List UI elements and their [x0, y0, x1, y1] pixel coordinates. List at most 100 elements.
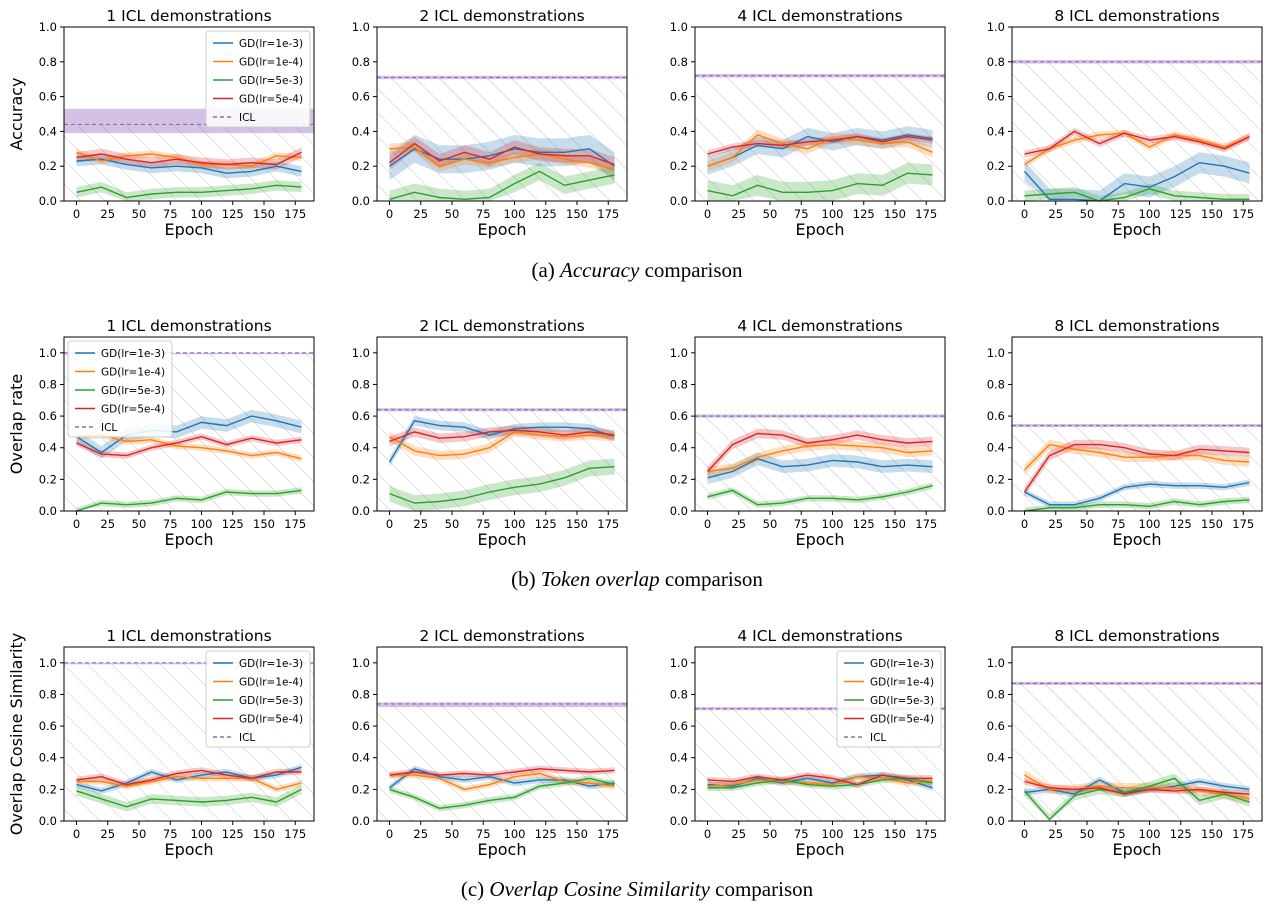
x-tick-label: 150	[566, 517, 588, 531]
y-tick-label: 0.4	[352, 124, 370, 138]
icl-hatch-region	[1012, 683, 1262, 821]
y-tick-label: 1.0	[987, 20, 1005, 34]
x-tick-label: 175	[284, 517, 306, 531]
icl-band	[1012, 681, 1262, 685]
series-line-lr-1e-3	[1023, 161, 1250, 202]
legend-entry: GD(lr=1e-3)	[870, 658, 934, 670]
x-tick-label: 0	[73, 827, 80, 841]
series-line-lr-5e-3	[76, 489, 302, 512]
plot-frame	[376, 336, 628, 512]
caption-label: (b)	[511, 567, 541, 591]
y-tick-label: 0.8	[987, 687, 1005, 701]
x-axis-label: Epoch	[796, 530, 845, 549]
series-band-lr-5e-4	[1024, 127, 1250, 158]
plot-frame	[694, 336, 946, 512]
series-band-lr-5e-3	[707, 775, 933, 791]
plot-frame	[376, 26, 628, 202]
y-tick-label: 0.0	[987, 504, 1005, 518]
x-tick-label: 175	[1232, 207, 1254, 221]
y-tick-label: 0.6	[987, 409, 1005, 423]
y-tick-label: 0.8	[987, 377, 1005, 391]
legend-entry: GD(lr=5e-4)	[101, 404, 165, 416]
series-line-lr-1e-4	[1024, 132, 1250, 166]
series-line-lr-1e-3	[389, 768, 615, 789]
x-tick-label: 75	[1111, 827, 1126, 841]
legend-entry: GD(lr=5e-3)	[870, 695, 934, 707]
caption-suffix: comparison	[639, 258, 743, 282]
x-tick-label: 0	[386, 207, 393, 221]
series-line-lr-5e-4	[707, 135, 933, 155]
series-band-lr-5e-4	[76, 767, 302, 788]
legend-entry: ICL	[239, 112, 255, 124]
x-tick-label: 25	[100, 517, 115, 531]
x-tick-label: 150	[1201, 207, 1223, 221]
y-tick-label: 0.4	[670, 124, 688, 138]
x-tick-label: 25	[1048, 517, 1063, 531]
series-line-lr-1e-3	[707, 134, 933, 167]
x-tick-label: 0	[386, 827, 393, 841]
y-tick-label: 0.2	[352, 782, 370, 796]
x-tick-label: 50	[132, 207, 147, 221]
x-tick-label: 100	[1139, 827, 1161, 841]
series-line-lr-5e-4	[1024, 130, 1250, 155]
legend-entry: GD(lr=1e-3)	[239, 658, 303, 670]
y-tick-label: 0.8	[670, 377, 688, 391]
x-tick-label: 125	[535, 207, 557, 221]
series-band-lr-5e-4	[389, 425, 615, 447]
y-tick-label: 0.0	[670, 194, 688, 208]
series-band-lr-1e-4	[707, 439, 933, 477]
caption-suffix: comparison	[710, 877, 814, 901]
plot-frame	[694, 26, 946, 202]
y-tick-label: 0.6	[670, 90, 688, 104]
x-tick-label: 150	[884, 827, 906, 841]
series-band-lr-5e-4	[1024, 439, 1250, 497]
legend-entry: GD(lr=1e-4)	[101, 367, 165, 379]
chart-panel: 0 25 50 75 100 125 150 175 0.0 0.2 0.4 0.6 0.8 1.0 4 I…	[670, 627, 946, 859]
icl-band	[1012, 60, 1262, 64]
legend-box	[836, 650, 942, 748]
y-tick-label: 0.2	[352, 472, 370, 486]
panel-title: 2 ICL demonstrations	[419, 627, 584, 645]
x-tick-label: 25	[413, 207, 428, 221]
x-tick-label: 50	[1080, 517, 1095, 531]
chart-panel: 0 25 50 75 100 125 150 175 0.0 0.2 0.4 0.6 0.8 1.0 2 I…	[352, 7, 628, 239]
icl-band	[695, 73, 945, 78]
x-tick-label: 25	[1048, 827, 1063, 841]
chart-panel: 0 25 50 75 100 125 150 175 0.0 0.2 0.4 0.6 0.8 1.0 8 I…	[987, 627, 1263, 859]
legend-entry: ICL	[239, 732, 255, 744]
x-axis-label: Epoch	[165, 220, 214, 239]
series-band-lr-5e-3	[389, 162, 615, 201]
series-line-lr-1e-4	[389, 772, 615, 791]
plot-frame	[1011, 26, 1263, 202]
x-tick-label: 50	[1080, 207, 1095, 221]
x-tick-label: 100	[504, 827, 526, 841]
x-tick-label: 50	[1080, 827, 1095, 841]
x-tick-label: 125	[1170, 517, 1192, 531]
x-tick-label: 50	[132, 517, 147, 531]
icl-band	[377, 702, 627, 708]
y-tick-label: 0.4	[352, 751, 370, 765]
series-band-lr-5e-4	[389, 136, 615, 172]
x-tick-label: 175	[284, 827, 306, 841]
x-tick-label: 0	[704, 827, 711, 841]
legend-entry: GD(lr=1e-4)	[870, 677, 934, 689]
icl-hatch-region	[1012, 425, 1262, 511]
legend-box	[205, 30, 311, 128]
x-axis-label: Epoch	[1113, 530, 1162, 549]
y-tick-label: 0.6	[39, 409, 57, 423]
x-tick-label: 150	[253, 517, 275, 531]
panel-title: 1 ICL demonstrations	[106, 627, 271, 645]
legend-entry: ICL	[101, 422, 117, 434]
y-tick-label: 0.4	[670, 751, 688, 765]
x-tick-label: 150	[884, 207, 906, 221]
x-tick-label: 75	[476, 517, 491, 531]
series-band-lr-1e-3	[1024, 152, 1250, 201]
y-tick-label: 0.8	[39, 377, 57, 391]
x-tick-label: 50	[445, 517, 460, 531]
series-line-lr-5e-4	[707, 774, 933, 786]
y-tick-label: 0.4	[352, 441, 370, 455]
x-tick-label: 75	[794, 827, 809, 841]
x-tick-label: 175	[284, 207, 306, 221]
icl-band	[1012, 424, 1262, 428]
y-axis-label: Accuracy	[7, 77, 26, 150]
